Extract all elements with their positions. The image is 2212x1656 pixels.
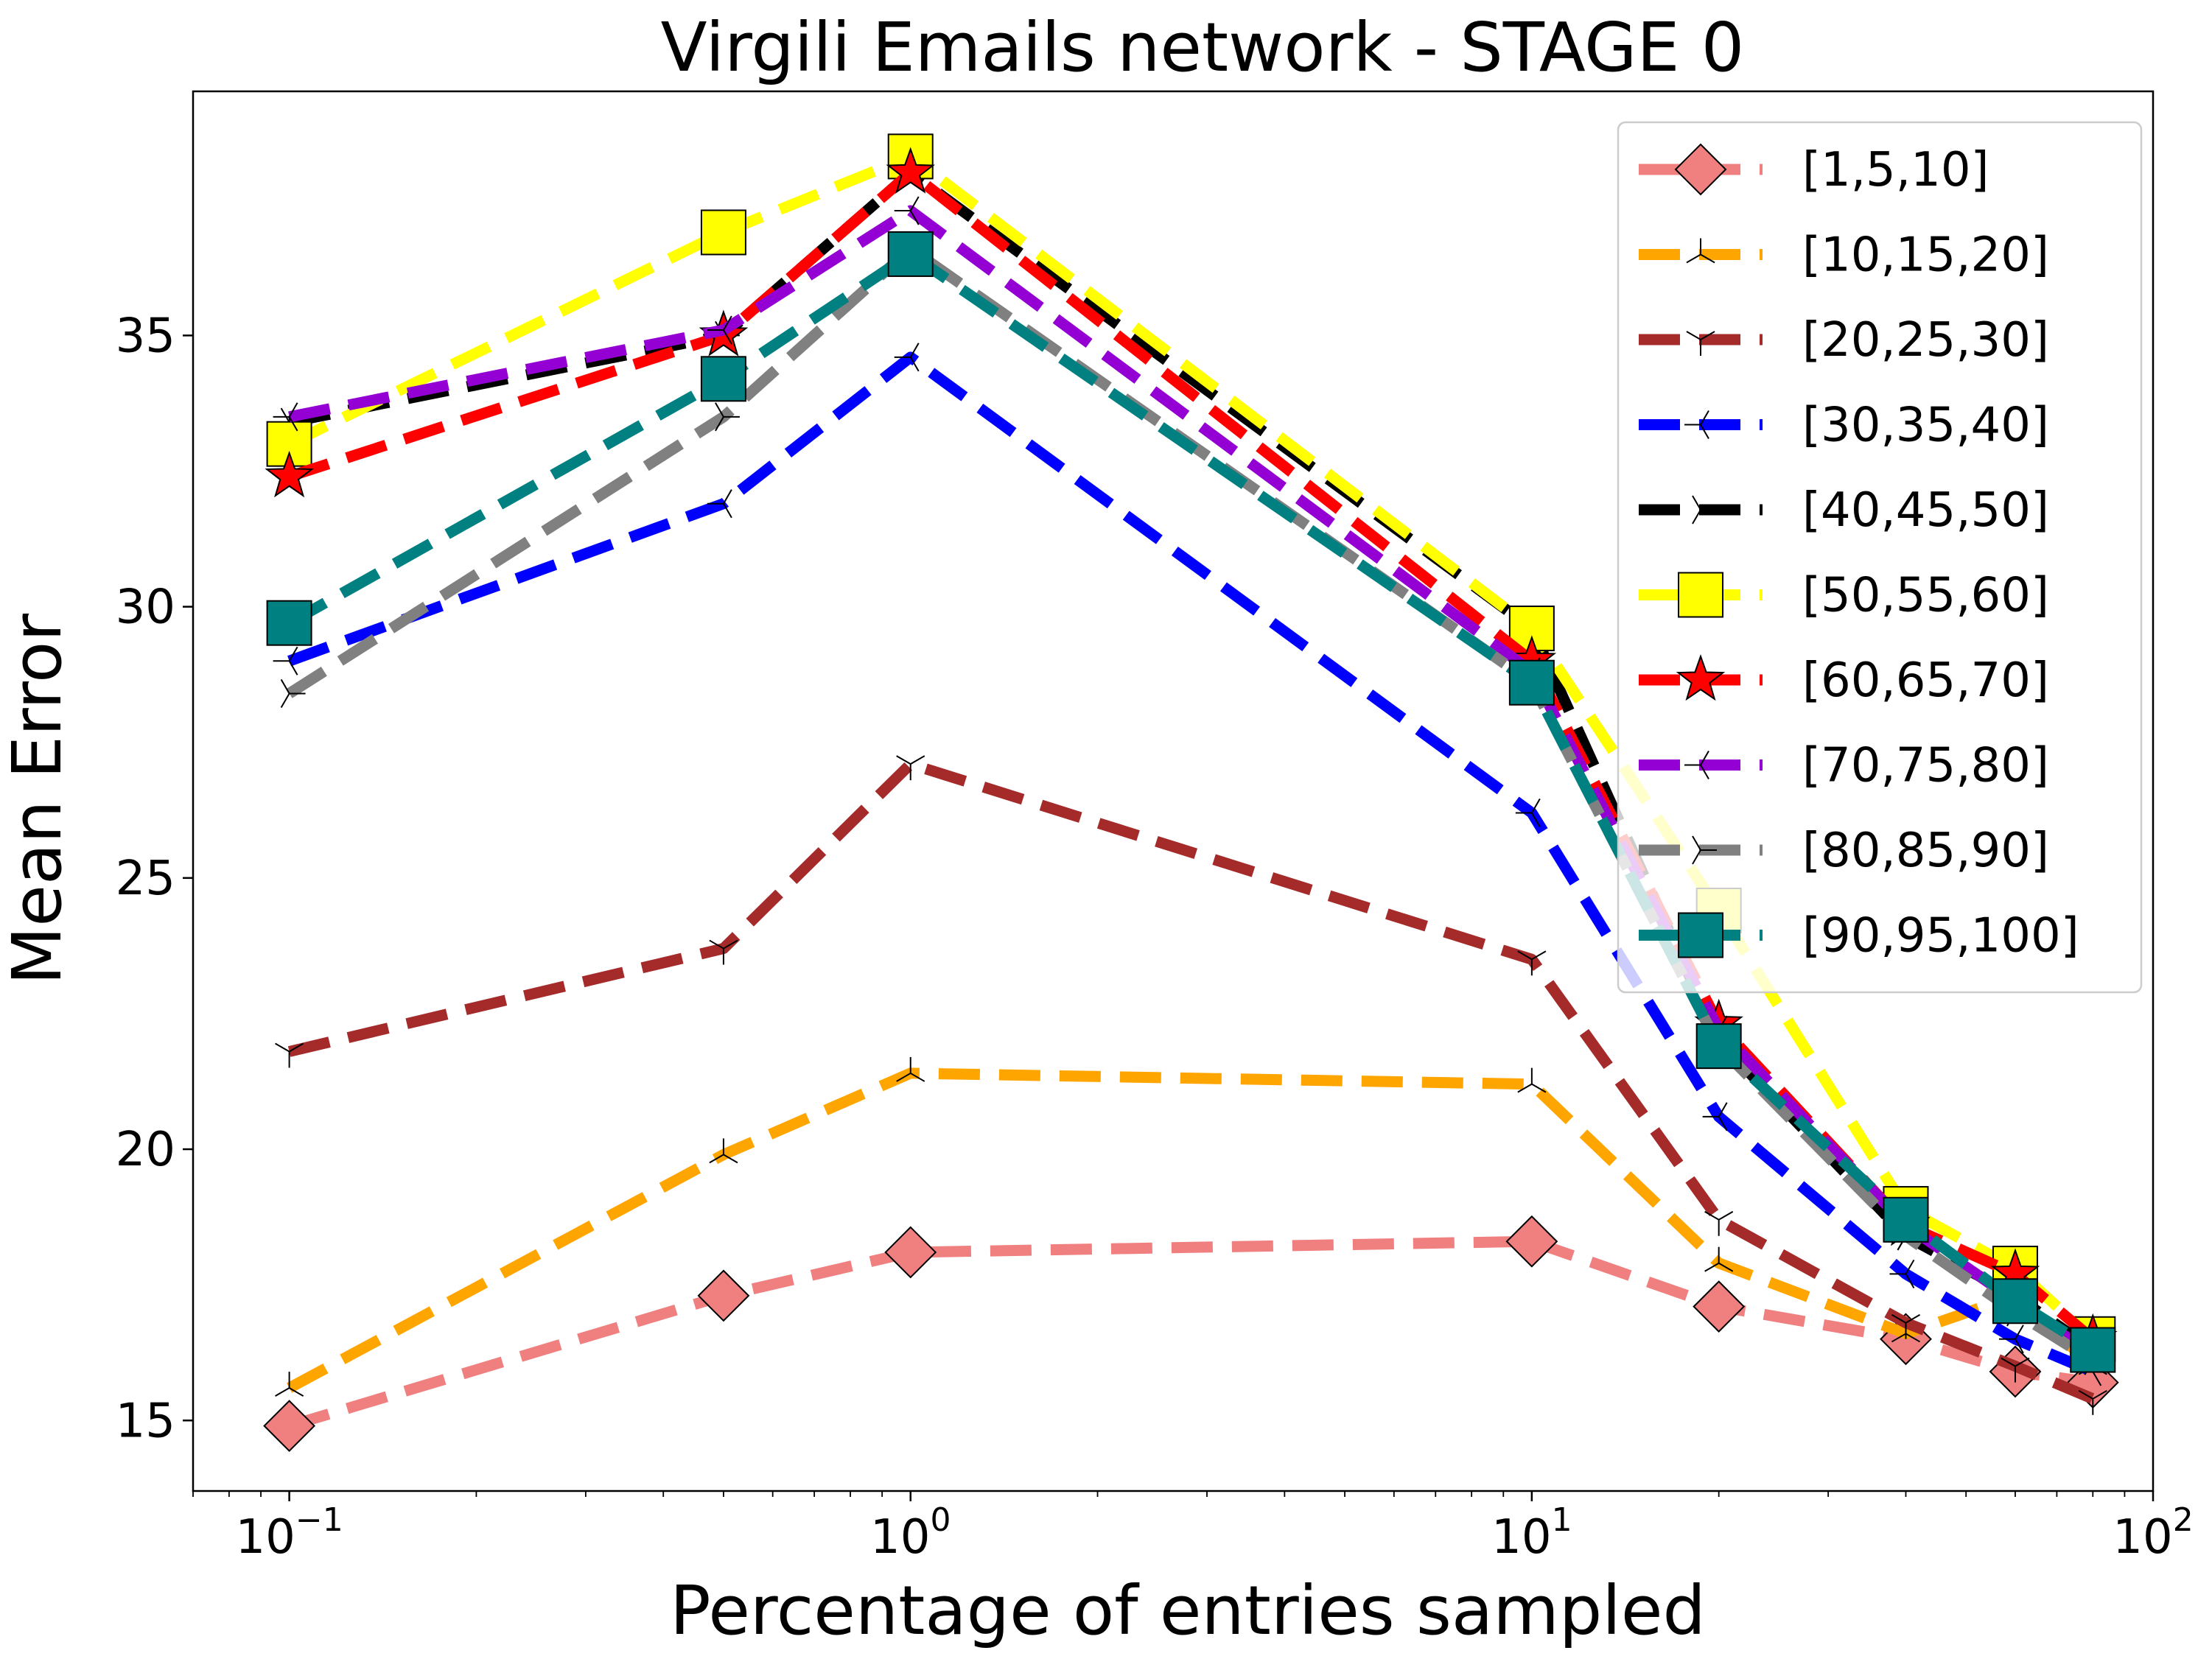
data-point-2-4: [1517, 1067, 1547, 1093]
legend-marker-10: [1678, 912, 1723, 958]
legend-label-6: [50,55,60]: [1802, 569, 2049, 623]
y-tick-label-4: 30: [116, 580, 175, 635]
chart-title: Virgili Emails network - STAGE 0: [661, 8, 1745, 87]
data-point-1-5: [1693, 1280, 1746, 1333]
legend-entry-10: [90,95,100]: [1639, 909, 2079, 964]
data-point-10-7: [1992, 1278, 2038, 1325]
data-point-4-4: [1515, 798, 1541, 828]
data-point-10-2: [700, 356, 746, 402]
legend-label-10: [90,95,100]: [1802, 909, 2079, 964]
data-point-7-3: [886, 147, 936, 194]
data-point-8-2: [707, 315, 732, 345]
data-point-10-6: [1883, 1196, 1929, 1243]
data-point-4-2: [707, 489, 732, 519]
data-point-3-5: [1704, 1210, 1734, 1236]
legend-entry-7: [60,65,70]: [1639, 653, 2049, 708]
legend-label-8: [70,75,80]: [1802, 739, 2049, 793]
legend-label-4: [30,35,40]: [1802, 399, 2049, 453]
legend-entry-8: [70,75,80]: [1639, 739, 2049, 793]
data-point-1-1: [263, 1400, 316, 1453]
data-point-3-6: [1891, 1313, 1921, 1339]
legend-marker-9: [1692, 835, 1717, 865]
data-point-4-5: [1702, 1102, 1728, 1132]
legend-marker-5: [1692, 495, 1717, 524]
data-point-7-1: [265, 450, 314, 498]
y-tick-label-3: 25: [116, 852, 175, 906]
data-point-4-6: [1889, 1259, 1915, 1288]
data-point-1-3: [884, 1226, 937, 1279]
data-point-9-1: [280, 678, 306, 708]
series-10: [266, 231, 2116, 1373]
data-point-8-1: [273, 402, 298, 432]
series-3: [275, 755, 2107, 1415]
legend-label-1: [1,5,10]: [1802, 143, 1989, 197]
legend-label-9: [80,85,90]: [1802, 824, 2049, 878]
data-point-4-7: [1998, 1325, 2024, 1354]
legend-marker-7: [1676, 653, 1726, 701]
series-1: [263, 1215, 2119, 1453]
legend-entry-1: [1,5,10]: [1639, 143, 1989, 197]
data-point-4-1: [273, 646, 298, 676]
legend-entry-3: [20,25,30]: [1639, 313, 2049, 368]
series-line-2: [287, 1067, 2097, 1393]
y-axis-label: Mean Error: [0, 614, 77, 985]
data-point-10-4: [1508, 659, 1555, 706]
data-point-3-3: [896, 755, 925, 781]
legend-marker-2: [1686, 238, 1715, 264]
legend-label-7: [60,65,70]: [1802, 653, 2049, 708]
legend-entry-5: [40,45,50]: [1639, 483, 2049, 538]
data-point-2-5: [1704, 1246, 1734, 1272]
data-point-6-2: [700, 209, 746, 256]
plot-frame: [192, 90, 2155, 1492]
data-point-10-8: [2070, 1327, 2116, 1373]
legend-marker-4: [1684, 410, 1709, 440]
data-point-3-4: [1517, 950, 1547, 976]
y-tick-label-5: 35: [116, 309, 175, 363]
data-point-10-3: [887, 231, 934, 277]
axes: 15 20 25 30 35 10−1 100 101 102: [116, 90, 2194, 1565]
data-point-2-1: [275, 1372, 304, 1397]
legend-entry-4: [30,35,40]: [1639, 399, 2049, 453]
data-point-8-3: [894, 196, 920, 225]
data-point-3-8: [2078, 1389, 2107, 1415]
data-point-10-5: [1695, 1023, 1742, 1070]
x-tick-label-2: 100: [870, 1501, 951, 1565]
legend-label-2: [10,15,20]: [1802, 228, 2049, 283]
legend-entry-2: [10,15,20]: [1639, 228, 2049, 283]
legend-entry-6: [50,55,60]: [1639, 569, 2049, 623]
legend-marker-8: [1684, 750, 1709, 780]
data-point-1-4: [1505, 1215, 1558, 1268]
x-tick-label-4: 102: [2113, 1501, 2193, 1565]
data-point-10-1: [266, 600, 312, 646]
data-point-3-1: [275, 1042, 304, 1068]
series-line-1: [287, 1235, 2094, 1431]
data-point-1-2: [697, 1269, 750, 1322]
x-tick-label-3: 101: [1491, 1501, 1572, 1565]
data-point-3-7: [2001, 1357, 2030, 1383]
data-point-4-3: [894, 343, 920, 372]
data-point-2-3: [896, 1056, 925, 1082]
data-point-9-2: [715, 402, 740, 432]
legend-box: [1617, 121, 2143, 994]
x-tick-label-1: 10−1: [235, 1501, 343, 1565]
legend-label-3: [20,25,30]: [1802, 313, 2049, 368]
legend-marker-3: [1686, 331, 1715, 356]
data-point-2-2: [709, 1138, 738, 1164]
legend-entry-9: [80,85,90]: [1639, 824, 2049, 878]
y-tick-label-2: 20: [116, 1123, 175, 1177]
data-point-3-2: [709, 939, 738, 965]
y-tick-label-1: 15: [116, 1394, 175, 1448]
legend: [1,5,10] [10,15,20] [20,25,30] [30,35,40] [4…: [1617, 121, 2143, 994]
legend-marker-6: [1678, 572, 1723, 618]
legend-label-5: [40,45,50]: [1802, 483, 2049, 538]
legend-marker-1: [1674, 143, 1727, 196]
series-line-3: [287, 758, 2096, 1404]
x-axis-label: Percentage of entries sampled: [670, 1571, 1706, 1650]
